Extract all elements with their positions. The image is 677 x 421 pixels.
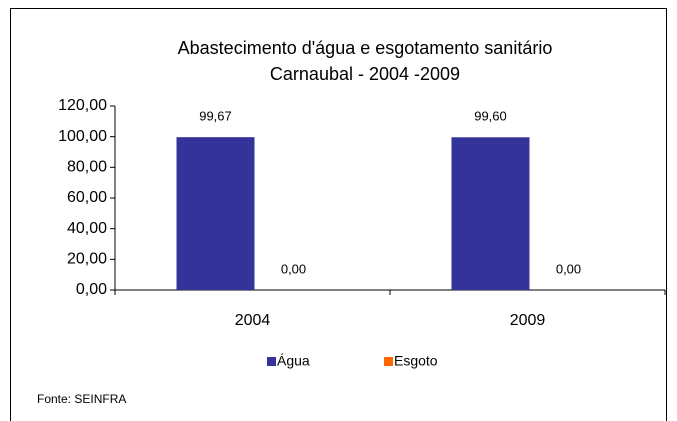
chart-frame [10, 8, 667, 421]
y-tick-label: 40,00 [67, 220, 107, 237]
y-tick-label: 120,00 [58, 97, 107, 114]
y-tick-label: 80,00 [67, 159, 107, 176]
source-note: Fonte: SEINFRA [37, 392, 126, 406]
value-label: 99,67 [199, 109, 232, 124]
x-tick-label: 2004 [235, 312, 271, 329]
bar [451, 137, 530, 290]
chart-title: Abastecimento d'água e esgotamento sanit… [178, 38, 553, 58]
x-tick-label: 2009 [510, 312, 546, 329]
value-label: 99,60 [474, 109, 507, 124]
legend-swatch [267, 357, 276, 366]
chart-subtitle: Carnaubal - 2004 -2009 [270, 64, 460, 84]
legend-label: Água [277, 353, 310, 369]
bar [176, 137, 255, 290]
value-label: 0,00 [556, 261, 581, 276]
legend-label: Esgoto [394, 353, 438, 369]
value-label: 0,00 [281, 261, 306, 276]
y-tick-label: 100,00 [58, 128, 107, 145]
y-tick-label: 60,00 [67, 189, 107, 206]
legend-swatch [384, 357, 393, 366]
y-tick-label: 20,00 [67, 251, 107, 268]
y-tick-label: 0,00 [76, 281, 107, 298]
